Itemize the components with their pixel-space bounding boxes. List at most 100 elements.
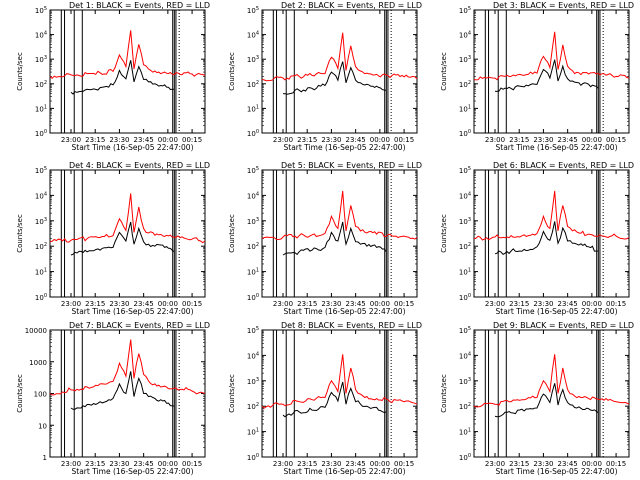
- y-tick-label: 103: [35, 217, 47, 226]
- x-axis-label: Start Time (16-Sep-05 22:47:00): [284, 307, 406, 316]
- events-series-line: [70, 60, 175, 95]
- y-axis-label: Counts/sec: [228, 374, 236, 413]
- x-tick-label: 23:00: [485, 300, 505, 308]
- x-tick-label: 23:30: [533, 136, 553, 144]
- y-tick-label: 101: [247, 428, 259, 437]
- x-tick-label: 23:15: [509, 136, 529, 144]
- x-tick-label: 00:00: [582, 460, 602, 468]
- plot-frame: [49, 169, 206, 298]
- x-tick-label: 23:15: [85, 136, 105, 144]
- y-tick-label: 103: [247, 217, 259, 226]
- x-axis-label: Start Time (16-Sep-05 22:47:00): [72, 467, 194, 476]
- y-tick-label: 105: [247, 326, 259, 335]
- panel-title: Det 3: BLACK = Events, RED = LLD: [493, 1, 634, 10]
- lld-series-line: [261, 354, 418, 409]
- y-tick-label: 104: [247, 191, 259, 200]
- x-tick-label: 00:00: [370, 136, 390, 144]
- y-tick-label: 102: [459, 242, 471, 251]
- events-series-line: [70, 221, 175, 256]
- x-axis-label: Start Time (16-Sep-05 22:47:00): [496, 467, 618, 476]
- y-tick-label: 104: [459, 351, 471, 360]
- x-tick-label: 00:15: [182, 460, 202, 468]
- x-tick-label: 00:15: [606, 300, 626, 308]
- x-tick-label: 23:15: [85, 460, 105, 468]
- x-tick-label: 23:00: [273, 300, 293, 308]
- y-axis-label: Counts/sec: [440, 214, 448, 253]
- x-tick-label: 23:45: [558, 300, 578, 308]
- x-tick-label: 00:00: [158, 460, 178, 468]
- x-tick-label: 23:30: [109, 136, 129, 144]
- y-tick-label: 102: [247, 402, 259, 411]
- events-series-line: [282, 381, 387, 418]
- x-tick-label: 23:45: [558, 136, 578, 144]
- y-tick-label: 105: [459, 326, 471, 335]
- plot-frame: [261, 329, 418, 458]
- y-tick-label: 100: [35, 293, 47, 302]
- y-tick-label: 104: [459, 191, 471, 200]
- x-tick-label: 23:00: [485, 136, 505, 144]
- x-tick-label: 23:00: [61, 300, 81, 308]
- y-axis-label: Counts/sec: [16, 374, 24, 413]
- y-tick-label: 103: [459, 217, 471, 226]
- y-axis-label: Counts/sec: [16, 214, 24, 253]
- panel-det-6: Det 6: BLACK = Events, RED = LLD 100 101 10…: [440, 161, 634, 316]
- panel-det-5: Det 5: BLACK = Events, RED = LLD 100 101 10…: [228, 161, 422, 316]
- plot-frame: [49, 329, 206, 458]
- lld-series-line: [473, 31, 630, 81]
- y-tick-label: 104: [247, 351, 259, 360]
- y-tick-label: 105: [459, 6, 471, 15]
- x-tick-label: 00:15: [394, 300, 414, 308]
- y-axis-label: Counts/sec: [440, 374, 448, 413]
- y-tick-label: 105: [247, 6, 259, 15]
- y-tick-label: 105: [247, 166, 259, 175]
- x-tick-label: 23:15: [85, 300, 105, 308]
- y-tick-label: 103: [247, 55, 259, 64]
- x-tick-label: 23:45: [346, 300, 366, 308]
- x-tick-label: 23:45: [134, 136, 154, 144]
- y-tick-label: 101: [35, 104, 47, 113]
- x-tick-label: 00:00: [582, 300, 602, 308]
- x-tick-label: 00:00: [582, 136, 602, 144]
- x-tick-label: 23:45: [134, 460, 154, 468]
- panel-det-2: Det 2: BLACK = Events, RED = LLD 100 101 10…: [228, 1, 422, 152]
- panel-title: Det 2: BLACK = Events, RED = LLD: [281, 1, 422, 10]
- x-tick-label: 00:00: [158, 136, 178, 144]
- y-tick-label: 100: [247, 293, 259, 302]
- y-axis-label: Counts/sec: [228, 214, 236, 253]
- y-tick-label: 1000: [29, 359, 47, 367]
- panel-title: Det 8: BLACK = Events, RED = LLD: [281, 321, 422, 330]
- lld-series-line: [473, 354, 630, 408]
- events-series-line: [494, 383, 599, 418]
- y-tick-label: 102: [459, 402, 471, 411]
- y-tick-label: 102: [247, 80, 259, 89]
- x-tick-label: 23:15: [509, 460, 529, 468]
- y-tick-label: 105: [35, 166, 47, 175]
- x-tick-label: 00:15: [606, 136, 626, 144]
- x-tick-label: 00:15: [606, 460, 626, 468]
- plot-frame: [473, 329, 630, 458]
- x-tick-label: 23:15: [297, 460, 317, 468]
- x-tick-label: 23:00: [273, 460, 293, 468]
- y-tick-label: 104: [247, 31, 259, 40]
- x-tick-label: 23:00: [61, 136, 81, 144]
- events-series-line: [70, 371, 175, 410]
- y-tick-label: 101: [247, 104, 259, 113]
- y-tick-label: 102: [35, 80, 47, 89]
- lld-series-line: [49, 193, 206, 244]
- x-tick-label: 23:15: [509, 300, 529, 308]
- y-tick-label: 105: [35, 6, 47, 15]
- y-tick-label: 100: [459, 129, 471, 138]
- events-series-line: [494, 59, 599, 92]
- events-series-line: [282, 61, 387, 95]
- y-tick-label: 100: [459, 453, 471, 462]
- x-tick-label: 23:30: [321, 300, 341, 308]
- panel-det-9: Det 9: BLACK = Events, RED = LLD 100 101 10…: [440, 321, 634, 476]
- y-tick-label: 104: [459, 31, 471, 40]
- x-axis-label: Start Time (16-Sep-05 22:47:00): [72, 143, 194, 152]
- x-tick-label: 00:15: [394, 460, 414, 468]
- y-tick-label: 101: [35, 268, 47, 277]
- y-tick-label: 101: [459, 428, 471, 437]
- panel-title: Det 6: BLACK = Events, RED = LLD: [493, 161, 634, 170]
- y-tick-label: 100: [247, 129, 259, 138]
